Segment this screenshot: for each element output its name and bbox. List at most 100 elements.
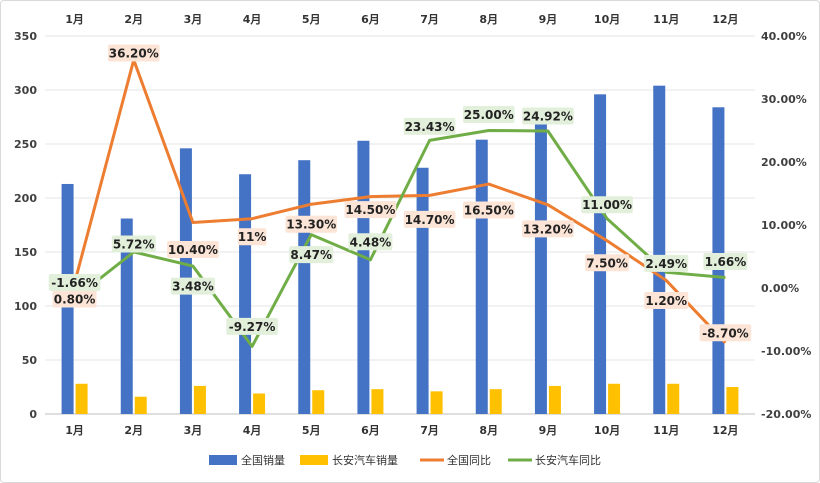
data-label-national-yoy: -8.70% [702, 326, 749, 340]
x-top-tick-label: 4月 [243, 13, 262, 26]
data-label-bg-changan [289, 246, 334, 264]
data-label-bg-changan [581, 196, 633, 214]
bar-changan-sales [371, 389, 384, 414]
data-label-national-yoy: 14.50% [345, 203, 395, 217]
y-left-tick-label: 350 [14, 30, 37, 43]
data-label-bg-changan [462, 106, 515, 123]
legend-swatch [209, 455, 237, 465]
x-tick-label: 1月 [65, 424, 84, 437]
bar-national-sales [239, 174, 252, 414]
data-label-changan-yoy: 1.66% [705, 255, 747, 269]
y-left-tick-label: 300 [14, 84, 37, 97]
y-right-tick-label: -10.00% [761, 345, 811, 358]
y-right-tick-label: 0.00% [761, 282, 799, 295]
data-label-national-yoy: 7.50% [586, 256, 628, 270]
data-label-changan-yoy: 4.48% [350, 235, 392, 249]
y-left-tick-label: 100 [14, 300, 37, 313]
data-label-bg-national [644, 291, 689, 309]
line-national-yoy [73, 58, 727, 344]
x-tick-label: 3月 [184, 424, 203, 437]
x-top-tick-label: 7月 [420, 13, 439, 26]
bar-changan-sales [430, 391, 443, 414]
legend-label: 长安汽车销量 [332, 453, 398, 467]
bar-changan-sales [134, 396, 147, 414]
data-label-changan-yoy: 3.48% [172, 280, 214, 294]
bar-changan-sales [667, 383, 680, 414]
data-label-bg-national [699, 324, 752, 342]
y-left-tick-label: 0 [29, 408, 37, 421]
x-tick-label: 10月 [594, 424, 620, 437]
data-label-national-yoy: 13.30% [286, 218, 336, 232]
data-label-bg-national [462, 201, 515, 219]
bar-changan-sales [253, 393, 266, 414]
legend-swatch [300, 455, 328, 465]
data-label-national-yoy: 14.70% [405, 213, 455, 227]
bar-changan-sales [312, 390, 325, 414]
data-label-changan-yoy: 24.92% [523, 110, 573, 124]
x-tick-label: 2月 [124, 424, 143, 437]
bar-changan-sales [489, 389, 502, 414]
x-top-tick-label: 2月 [124, 13, 143, 26]
x-tick-label: 12月 [712, 424, 738, 437]
x-top-tick-label: 8月 [479, 13, 498, 26]
y-left-tick-label: 200 [14, 192, 37, 205]
data-label-national-yoy: 10.40% [168, 243, 218, 257]
x-top-tick-label: 12月 [712, 13, 738, 26]
data-label-bg-changan [48, 273, 101, 291]
data-label-bg-national [237, 228, 267, 246]
data-label-changan-yoy: -9.27% [229, 320, 276, 334]
bar-national-sales [594, 94, 607, 414]
data-label-bg-national [52, 290, 97, 308]
x-top-tick-label: 1月 [65, 13, 84, 26]
data-label-bg-changan [522, 107, 574, 125]
data-label-national-yoy: 13.20% [523, 222, 573, 236]
line-changan-yoy [73, 129, 726, 348]
bar-national-sales [475, 139, 488, 414]
data-label-national-yoy: 36.20% [109, 46, 159, 60]
x-tick-label: 4月 [243, 424, 262, 437]
x-top-tick-label: 11月 [653, 13, 679, 26]
data-label-changan-yoy: 8.47% [290, 248, 332, 262]
data-label-bg-national [403, 210, 456, 228]
x-top-tick-label: 3月 [184, 13, 203, 26]
x-top-tick-label: 10月 [594, 13, 620, 26]
bar-changan-sales [726, 387, 739, 414]
data-label-bg-changan [111, 235, 156, 253]
data-label-national-yoy: 0.80% [54, 292, 96, 306]
data-label-bg-national [285, 215, 338, 233]
data-label-national-yoy: 11% [238, 230, 267, 244]
bar-national-sales [298, 160, 311, 414]
data-label-bg-changan [170, 277, 215, 295]
bar-changan-sales [548, 385, 561, 414]
bar-national-sales [416, 167, 429, 414]
legend-label: 全国销量 [241, 453, 285, 467]
y-left-tick-label: 250 [14, 138, 37, 151]
data-label-bg-national [344, 201, 397, 219]
x-top-tick-label: 9月 [539, 13, 558, 26]
y-left-tick-label: 150 [14, 246, 37, 259]
data-label-bg-changan [403, 117, 456, 135]
bar-changan-sales [608, 383, 621, 414]
x-top-tick-label: 6月 [361, 13, 380, 26]
data-label-bg-changan [226, 317, 278, 335]
data-label-bg-changan [348, 233, 393, 251]
bar-national-sales [534, 121, 547, 414]
data-label-changan-yoy: 5.72% [113, 237, 155, 251]
x-top-tick-label: 5月 [302, 13, 321, 26]
y-right-tick-label: 10.00% [761, 219, 807, 232]
data-label-national-yoy: 1.20% [645, 294, 687, 308]
data-label-national-yoy: 16.50% [464, 204, 514, 218]
data-label-changan-yoy: 25.00% [464, 108, 514, 122]
x-tick-label: 9月 [539, 424, 558, 437]
data-label-bg-national [522, 220, 574, 238]
bar-changan-sales [193, 385, 206, 414]
data-label-bg-changan [644, 254, 689, 272]
bar-national-sales [653, 85, 666, 415]
x-tick-label: 7月 [420, 424, 439, 437]
data-label-changan-yoy: 11.00% [582, 198, 632, 212]
y-right-tick-label: 30.00% [761, 93, 807, 106]
data-label-bg-national [585, 254, 630, 272]
x-tick-label: 6月 [361, 424, 380, 437]
